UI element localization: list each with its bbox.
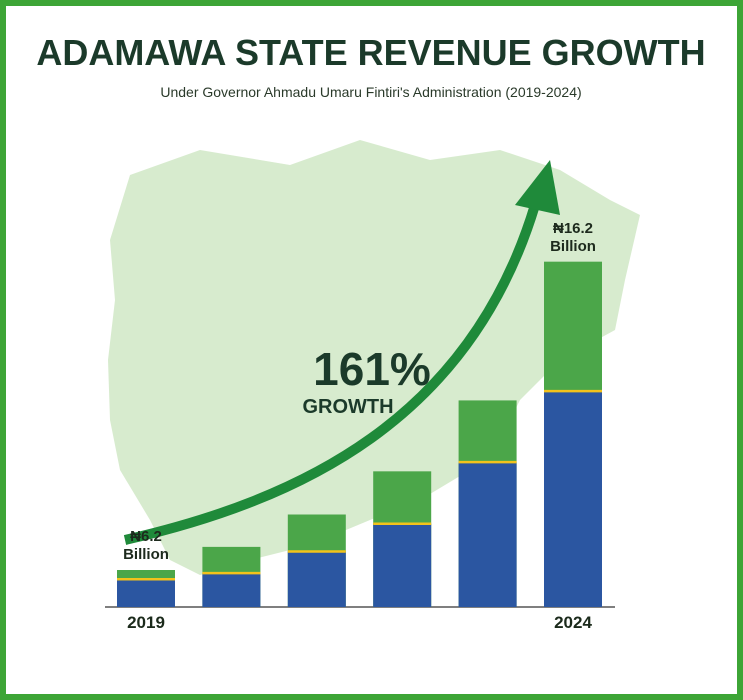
bar-inner xyxy=(202,573,261,607)
x-tick-label: 2019 xyxy=(127,613,165,632)
arrow-head xyxy=(515,160,560,215)
value-label: ₦16.2 Billion xyxy=(550,219,596,255)
bar-inner xyxy=(458,462,517,607)
value-label: ₦6.2 Billion xyxy=(123,528,169,563)
chart-subtitle: Under Governor Ahmadu Umaru Fintiri's Ad… xyxy=(160,84,581,100)
growth-annotation-sub: GROWTH xyxy=(302,396,393,418)
map-background xyxy=(108,140,640,575)
bar-inner xyxy=(544,391,602,607)
chart-title: ADAMAWA STATE REVENUE GROWTH xyxy=(36,32,705,73)
bar-inner xyxy=(117,579,175,607)
growth-arrow xyxy=(123,203,540,545)
bar-inner xyxy=(287,551,346,607)
bar-inner xyxy=(373,523,432,607)
growth-annotation: 161% xyxy=(313,343,431,395)
x-tick-label: 2024 xyxy=(554,613,592,632)
